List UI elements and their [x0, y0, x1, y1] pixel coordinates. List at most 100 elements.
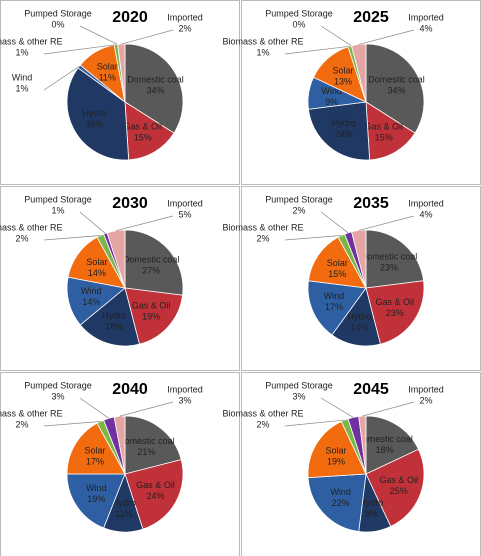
chart-title: 2030 [112, 195, 148, 212]
leader-line [79, 397, 110, 419]
leader-line [320, 397, 354, 418]
chart-title: 2035 [353, 195, 389, 212]
slice-value-label: 14% [82, 297, 100, 307]
slice-category-label: Pumped Storage [265, 380, 333, 390]
slice-category-label: Solar [85, 446, 106, 456]
slice-category-label: Biomass & other RE [0, 222, 63, 232]
slice-value-label: 34% [146, 86, 164, 96]
chart-title: 2045 [353, 381, 389, 398]
pie-slice [365, 229, 424, 289]
pie-slice [351, 43, 367, 103]
panel [0, 0, 240, 185]
slice-value-label: 14% [88, 268, 106, 278]
slice-category-label: Gas & Oil [123, 121, 162, 131]
slice-value-label: 14% [350, 323, 368, 333]
slice-value-label: 19% [327, 457, 345, 467]
pie-slice [307, 473, 367, 532]
slice-value-label: 0% [51, 19, 64, 29]
slice-category-label: Imported [167, 384, 203, 394]
slice-value-label: 5% [178, 209, 191, 219]
slice-category-label: Hydro [332, 118, 356, 128]
slice-category-label: Wind [86, 483, 107, 493]
chart-title: 2025 [353, 9, 389, 26]
slice-category-label: Biomass & other RE [0, 36, 63, 46]
slice-category-label: Wind [330, 487, 351, 497]
slice-category-label: Pumped Storage [24, 194, 92, 204]
slice-value-label: 13% [334, 76, 352, 86]
leader-line [115, 215, 174, 232]
slice-value-label: 17% [86, 457, 104, 467]
leader-line [79, 211, 106, 234]
slice-category-label: Hydro [102, 310, 126, 320]
slice-category-label: Biomass & other RE [222, 222, 303, 232]
slice-value-label: 2% [15, 419, 28, 429]
slice-value-label: 1% [15, 83, 28, 93]
pie-slice [307, 280, 367, 336]
slice-category-label: Solar [332, 65, 353, 75]
slice-category-label: Imported [167, 12, 203, 22]
pie-slice [66, 422, 126, 475]
slice-category-label: Pumped Storage [265, 194, 333, 204]
chart-title: 2040 [112, 381, 148, 398]
leader-line [119, 401, 174, 417]
slice-value-label: 1% [15, 47, 28, 57]
leader-line [43, 235, 101, 241]
leader-line [320, 25, 352, 47]
leader-line [79, 25, 118, 45]
leader-line [284, 419, 345, 427]
leader-line [43, 66, 80, 91]
slice-value-label: 25% [390, 486, 408, 496]
leader-line [362, 401, 415, 417]
chart-title: 2020 [112, 9, 148, 26]
pie-slice [106, 229, 126, 289]
slice-category-label: Wind [12, 72, 33, 82]
slice-category-label: Solar [327, 258, 348, 268]
slice-category-label: Gas & Oil [379, 475, 418, 485]
slice-value-label: 1% [256, 47, 269, 57]
slice-value-label: 22% [332, 498, 350, 508]
slice-value-label: 19% [87, 494, 105, 504]
slice-value-label: 21% [137, 447, 155, 457]
slice-category-label: Hydro [347, 312, 371, 322]
slice-category-label: Pumped Storage [265, 8, 333, 18]
slice-value-label: 2% [419, 395, 432, 405]
slice-value-label: 4% [419, 23, 432, 33]
pie-slice [124, 101, 175, 161]
slice-value-label: 2% [292, 205, 305, 215]
slice-category-label: Wind [81, 286, 102, 296]
leader-line [320, 211, 349, 234]
leader-line [358, 29, 415, 45]
slice-value-label: 4% [419, 209, 432, 219]
pie-slice [365, 280, 425, 345]
slice-category-label: Biomass & other RE [0, 408, 63, 418]
slice-value-label: 27% [142, 265, 160, 275]
slice-value-label: 3% [178, 395, 191, 405]
pie-slice [308, 101, 371, 161]
pie-slice [66, 67, 130, 161]
slice-value-label: 9% [325, 97, 338, 107]
slice-category-label: Domestic coal [118, 436, 175, 446]
slice-category-label: Biomass & other RE [222, 36, 303, 46]
slice-category-label: Solar [97, 61, 118, 71]
slice-value-label: 36% [85, 119, 103, 129]
slice-value-label: 1% [51, 205, 64, 215]
slice-value-label: 0% [292, 19, 305, 29]
pie-slice [124, 229, 184, 296]
pie-slice [308, 236, 367, 289]
slice-category-label: Domestic coal [127, 75, 184, 85]
leader-line [43, 421, 101, 427]
slice-category-label: Solar [326, 446, 347, 456]
pie-slice [365, 415, 420, 475]
slice-value-label: 2% [178, 23, 191, 33]
slice-category-label: Hydro [82, 108, 106, 118]
slice-category-label: Solar [86, 257, 107, 267]
slice-value-label: 18% [376, 445, 394, 455]
pie-slice [124, 287, 183, 345]
slice-value-label: 11% [99, 72, 116, 82]
pie-slice [67, 236, 126, 289]
slice-value-label: 24% [146, 491, 164, 501]
pie-slice [307, 420, 367, 479]
slice-category-label: Imported [408, 12, 444, 22]
leader-line [121, 29, 174, 45]
panel [0, 186, 240, 371]
